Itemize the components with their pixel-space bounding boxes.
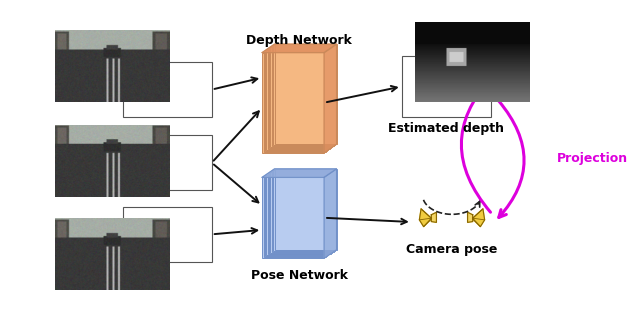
Text: Estimated depth: Estimated depth (388, 122, 504, 135)
Polygon shape (324, 169, 337, 258)
Polygon shape (468, 212, 473, 223)
Bar (262, 53, 324, 153)
Bar (123, 135, 212, 191)
Bar (269, 173, 331, 254)
Polygon shape (262, 169, 337, 177)
Bar (273, 45, 335, 145)
Bar (265, 175, 327, 256)
Bar (264, 52, 326, 152)
Bar (275, 169, 337, 250)
Text: I(t): I(t) (97, 156, 120, 169)
Text: Pose Network: Pose Network (251, 269, 348, 282)
Bar (123, 62, 212, 117)
Bar (272, 46, 334, 146)
Bar (272, 171, 334, 252)
Text: I(t-1): I(t-1) (84, 83, 120, 96)
Bar (270, 47, 332, 147)
Bar (275, 44, 337, 144)
Bar (402, 56, 491, 117)
Text: Camera pose: Camera pose (406, 243, 498, 256)
Text: I(t+1): I(t+1) (78, 228, 120, 241)
Polygon shape (324, 44, 337, 153)
Polygon shape (473, 209, 484, 227)
Bar (268, 173, 330, 255)
Bar (268, 49, 330, 149)
Bar (123, 207, 212, 262)
Text: Projection: Projection (557, 151, 628, 165)
Bar (264, 176, 326, 257)
Bar (266, 50, 328, 150)
Bar (265, 51, 327, 151)
Text: Depth Network: Depth Network (246, 34, 352, 47)
Bar (273, 170, 335, 251)
Bar (269, 48, 331, 148)
Bar (262, 177, 324, 258)
Bar (266, 174, 328, 255)
Polygon shape (419, 209, 431, 227)
Polygon shape (431, 212, 436, 223)
Bar (270, 172, 332, 253)
Polygon shape (262, 44, 337, 53)
